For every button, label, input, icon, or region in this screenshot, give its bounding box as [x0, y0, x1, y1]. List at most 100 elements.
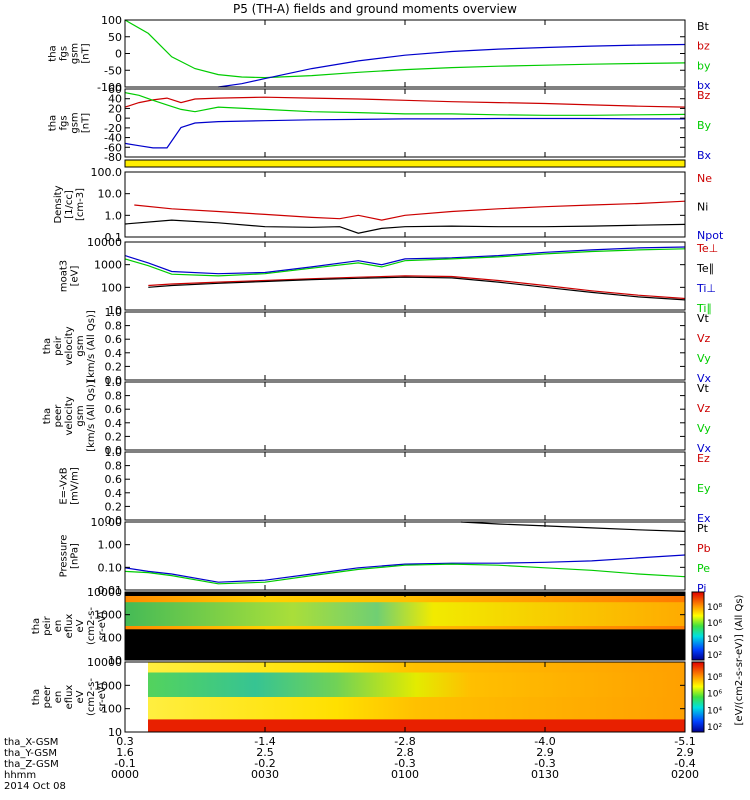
y-axis-label: eV — [75, 619, 86, 632]
legend-entry: bx — [697, 79, 711, 92]
y-tick-label: 0.2 — [105, 430, 123, 443]
y-tick-label: 0 — [115, 48, 122, 61]
y-tick-label: 100 — [101, 703, 122, 716]
quality-bar — [125, 160, 685, 167]
y-tick-label: 1.0 — [105, 209, 123, 222]
colorbar-tick-label: 10⁴ — [707, 635, 722, 645]
y-tick-label: 0.8 — [105, 460, 123, 473]
y-axis-label: fgs — [59, 46, 70, 61]
series-line-Te∥ — [148, 276, 686, 301]
colorbar-1 — [691, 591, 705, 661]
y-axis-label: [nPa] — [70, 543, 81, 569]
y-axis-label: tha — [42, 408, 53, 424]
panel-frame — [124, 521, 686, 591]
legend-entry: Vt — [697, 382, 710, 395]
y-tick-label: 0.4 — [105, 347, 123, 360]
y-tick-label: 50 — [108, 31, 122, 44]
legend-entry: Vy — [697, 352, 711, 365]
y-tick-label: 1.0 — [105, 446, 123, 459]
legend-entry: Pe — [697, 562, 710, 575]
legend-entry: Te⊥ — [696, 242, 718, 255]
series-line-Bx — [124, 117, 685, 149]
y-tick-label: 1.00 — [98, 539, 123, 552]
y-axis-label: eV — [75, 690, 86, 703]
y-tick-label: -50 — [104, 64, 122, 77]
colorbar-tick-label: 10⁶ — [707, 619, 722, 629]
colorbar-tick-label: 10⁶ — [707, 690, 722, 700]
legend-entry: Ey — [697, 482, 711, 495]
x-axis-value: -5.1 — [674, 735, 695, 748]
x-axis-value: 0000 — [111, 768, 139, 781]
colorbar-label: [eV/(cm2-s-sr-eV)] (All Qs) — [734, 594, 745, 725]
y-axis-label: [eV] — [70, 266, 81, 287]
legend-entry: Vx — [697, 372, 712, 385]
panel-10: 10000 1000 100 10 tha peer en eflux eV (cm2-s-sr-… — [31, 656, 686, 739]
y-tick-label: 10 — [108, 654, 122, 667]
panel-1: 100 50 0 -50 -100 tha fgs gsm [nT] Bt bz by bx — [48, 14, 711, 94]
series-line-Ni — [124, 219, 686, 234]
colorbar-2 — [691, 661, 705, 733]
legend-entry: Bz — [697, 89, 711, 102]
x-axis-value: -0.3 — [534, 757, 555, 770]
legend-entry: Pi — [697, 582, 706, 595]
x-axis-value: -0.1 — [114, 757, 135, 770]
y-axis-label: tha — [31, 618, 42, 634]
y-tick-label: 0.6 — [105, 473, 123, 486]
x-axis-date: 2014 Oct 08 — [4, 781, 66, 792]
legend-entry: By — [697, 119, 712, 132]
y-axis-label: gsm — [75, 405, 86, 426]
y-axis-label: Density — [53, 185, 64, 223]
legend-entry: Ez — [697, 452, 710, 465]
legend-entry: bz — [697, 40, 710, 53]
y-tick-label: -80 — [104, 151, 122, 164]
x-axis-value: 2.8 — [396, 746, 414, 759]
y-axis-label: [km/s (All Qs)] — [86, 380, 97, 452]
heatmap-lowband — [148, 719, 685, 732]
panel-frame — [124, 311, 686, 381]
x-axis-value: 0.3 — [116, 735, 134, 748]
quality-bar-frame — [124, 159, 686, 168]
series-line-Pt — [460, 521, 686, 532]
series-line-Ne — [134, 200, 686, 221]
y-axis-label: E=-VxB — [59, 467, 70, 504]
legend-entry: Ne — [697, 172, 712, 185]
y-axis-label: tha — [48, 115, 59, 131]
y-tick-label: 100.0 — [91, 166, 123, 179]
y-tick-label: 0.0 — [105, 444, 123, 457]
y-axis-label: Pressure — [59, 535, 70, 578]
x-axis-value: 2.9 — [676, 746, 694, 759]
x-axis-value: -4.0 — [534, 735, 555, 748]
x-axis-value: 0130 — [531, 768, 559, 781]
y-axis-label: peer — [53, 404, 64, 428]
y-axis-label: velocity — [64, 396, 75, 435]
y-axis-label: peir — [53, 335, 64, 355]
x-axis-value: -2.8 — [394, 735, 415, 748]
y-tick-label: -20 — [104, 122, 122, 135]
x-axis-row-label: hhmm — [4, 770, 36, 781]
y-axis-label: sr-eV) — [97, 682, 108, 711]
x-axis-row-label: tha_Z-GSM — [4, 759, 59, 770]
y-tick-label: 10000 — [87, 656, 122, 669]
y-tick-label: -40 — [104, 132, 122, 145]
x-axis-value: 2.9 — [536, 746, 554, 759]
colorbar-tick-label: 10⁴ — [707, 706, 722, 716]
y-axis-label: tha — [42, 338, 53, 354]
x-axis-value: 0030 — [251, 768, 279, 781]
legend-entry: Pt — [697, 522, 709, 535]
y-axis-label: peir — [42, 615, 53, 635]
y-tick-label: 0.2 — [105, 360, 123, 373]
x-axis-value: -0.2 — [254, 757, 275, 770]
y-tick-label: 10000 — [87, 586, 122, 599]
series-line-by — [124, 19, 686, 79]
y-axis-label: tha — [31, 689, 42, 705]
legend-entry: Ti∥ — [696, 302, 712, 315]
y-axis-label: gsm — [70, 112, 81, 133]
heatmap-core — [125, 602, 685, 626]
y-axis-label: [nT] — [81, 113, 92, 133]
page-title: P5 (TH-A) fields and ground moments over… — [233, 2, 517, 16]
legend-entry: Bt — [697, 20, 710, 33]
y-tick-label: -60 — [104, 141, 122, 154]
heatmap-blank — [125, 662, 148, 732]
series-line-Te⊥ — [148, 275, 686, 300]
